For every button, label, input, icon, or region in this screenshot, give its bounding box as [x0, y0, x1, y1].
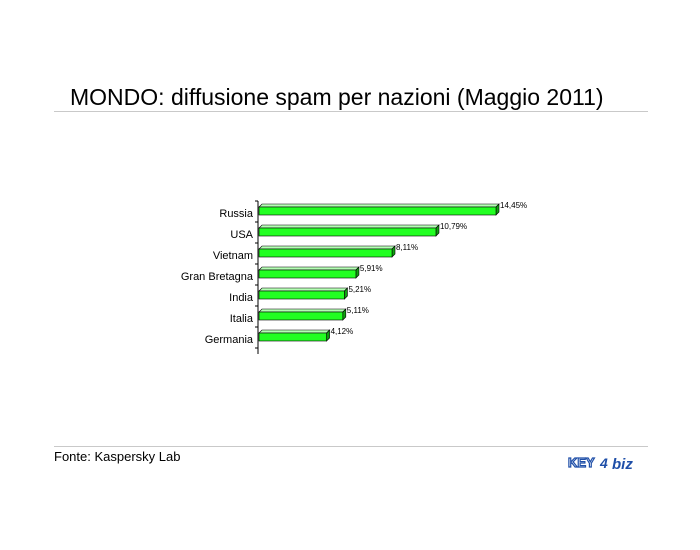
bar: [258, 269, 357, 279]
bar: [258, 227, 437, 237]
bar-top-face: [258, 329, 331, 334]
title-divider: [54, 111, 648, 112]
category-label: Gran Bretagna: [181, 271, 254, 283]
logo-part-key: KEY: [568, 455, 595, 470]
bar: [258, 206, 497, 216]
bar-top-face: [258, 287, 349, 292]
bar-top-face: [258, 245, 396, 250]
logo-part-4: 4: [599, 455, 608, 471]
chart-title: MONDO: diffusione spam per nazioni (Magg…: [70, 84, 604, 110]
category-label: Germania: [205, 334, 254, 346]
value-label: 5,11%: [347, 306, 369, 315]
value-label: 10,79%: [440, 222, 467, 231]
category-label: Russia: [219, 208, 254, 220]
value-label: 5,21%: [348, 285, 371, 294]
bar-top-face: [258, 203, 500, 208]
bar: [258, 311, 344, 321]
bars-layer: 14,45% 10,79% 8,11% 5,91% 5,21% 5,11% 4,12%: [258, 201, 527, 342]
bar: [258, 248, 393, 258]
bar-top-face: [258, 266, 360, 271]
logo-part-biz: biz: [612, 456, 633, 473]
category-label: USA: [230, 229, 253, 241]
axis-layer: Russia USA Vietnam Gran Bretagna India Italia…: [181, 200, 259, 354]
value-label: 5,91%: [360, 264, 383, 273]
bar-top-face: [258, 308, 347, 313]
bar: [258, 332, 327, 342]
value-label: 4,12%: [331, 327, 354, 336]
category-label: Italia: [230, 313, 254, 325]
bar-top-face: [258, 224, 440, 229]
bar: [258, 290, 345, 300]
key4biz-logo: KEY 4 biz: [567, 454, 633, 473]
category-label: India: [229, 292, 254, 304]
value-label: 8,11%: [396, 243, 418, 252]
source-note: Fonte: Kaspersky Lab: [54, 449, 181, 464]
footer-divider: [54, 446, 648, 447]
category-label: Vietnam: [213, 250, 253, 262]
value-label: 14,45%: [500, 201, 527, 210]
